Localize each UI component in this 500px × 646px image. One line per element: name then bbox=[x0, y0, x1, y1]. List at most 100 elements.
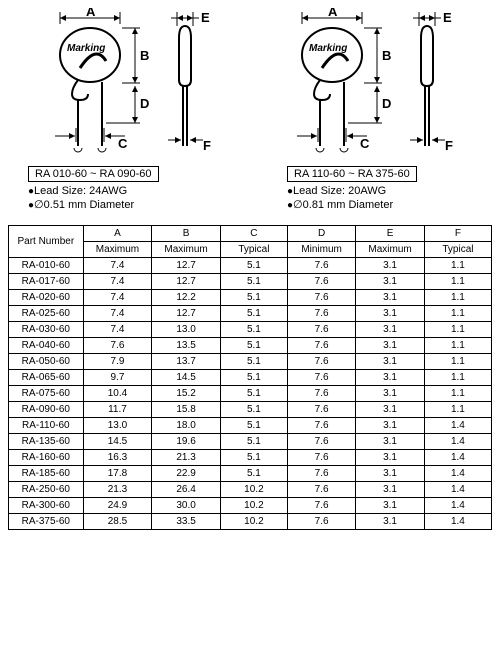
value-cell: 1.1 bbox=[424, 321, 491, 337]
value-cell: 3.1 bbox=[356, 465, 425, 481]
value-cell: 7.6 bbox=[287, 497, 355, 513]
value-cell: 15.8 bbox=[152, 401, 221, 417]
sub-header: Minimum bbox=[287, 241, 355, 257]
value-cell: 3.1 bbox=[356, 417, 425, 433]
value-cell: 7.4 bbox=[83, 305, 152, 321]
part-number-cell: RA-050-60 bbox=[9, 353, 84, 369]
svg-text:B: B bbox=[382, 48, 391, 63]
value-cell: 12.7 bbox=[152, 257, 221, 273]
value-cell: 21.3 bbox=[83, 481, 152, 497]
value-cell: 9.7 bbox=[83, 369, 152, 385]
value-cell: 1.1 bbox=[424, 369, 491, 385]
value-cell: 7.9 bbox=[83, 353, 152, 369]
value-cell: 7.6 bbox=[287, 513, 355, 529]
part-number-header: Part Number bbox=[9, 225, 84, 257]
table-row: RA-040-607.613.55.17.63.11.1 bbox=[9, 337, 492, 353]
disc-diagram-right: A Marking B D bbox=[282, 8, 397, 158]
value-cell: 5.1 bbox=[220, 257, 287, 273]
spec-lead: ●Lead Size: 20AWG bbox=[287, 184, 472, 198]
value-cell: 21.3 bbox=[152, 449, 221, 465]
dim-d-label: D bbox=[140, 96, 149, 111]
value-cell: 26.4 bbox=[152, 481, 221, 497]
col-header: A bbox=[83, 225, 152, 241]
sub-header: Typical bbox=[220, 241, 287, 257]
part-number-cell: RA-040-60 bbox=[9, 337, 84, 353]
value-cell: 7.6 bbox=[287, 449, 355, 465]
table-row: RA-375-6028.533.510.27.63.11.4 bbox=[9, 513, 492, 529]
part-number-cell: RA-135-60 bbox=[9, 433, 84, 449]
svg-text:A: A bbox=[328, 8, 338, 19]
part-number-cell: RA-017-60 bbox=[9, 273, 84, 289]
col-header: E bbox=[356, 225, 425, 241]
value-cell: 3.1 bbox=[356, 449, 425, 465]
dim-f-label: F bbox=[203, 138, 211, 153]
table-row: RA-017-607.412.75.17.63.11.1 bbox=[9, 273, 492, 289]
value-cell: 28.5 bbox=[83, 513, 152, 529]
value-cell: 5.1 bbox=[220, 337, 287, 353]
table-row: RA-025-607.412.75.17.63.11.1 bbox=[9, 305, 492, 321]
table-row: RA-250-6021.326.410.27.63.11.4 bbox=[9, 481, 492, 497]
value-cell: 1.1 bbox=[424, 353, 491, 369]
value-cell: 5.1 bbox=[220, 289, 287, 305]
part-number-cell: RA-010-60 bbox=[9, 257, 84, 273]
value-cell: 10.2 bbox=[220, 513, 287, 529]
sub-header: Typical bbox=[424, 241, 491, 257]
table-row: RA-110-6013.018.05.17.63.11.4 bbox=[9, 417, 492, 433]
value-cell: 5.1 bbox=[220, 417, 287, 433]
value-cell: 15.2 bbox=[152, 385, 221, 401]
value-cell: 5.1 bbox=[220, 433, 287, 449]
table-row: RA-030-607.413.05.17.63.11.1 bbox=[9, 321, 492, 337]
spec-range: RA 110-60 ~ RA 375-60 bbox=[287, 166, 417, 182]
value-cell: 1.1 bbox=[424, 385, 491, 401]
value-cell: 5.1 bbox=[220, 321, 287, 337]
dim-e-label: E bbox=[201, 10, 210, 25]
spec-box-right: RA 110-60 ~ RA 375-60 ●Lead Size: 20AWG … bbox=[287, 166, 472, 213]
value-cell: 7.6 bbox=[287, 465, 355, 481]
value-cell: 3.1 bbox=[356, 481, 425, 497]
value-cell: 13.5 bbox=[152, 337, 221, 353]
table-row: RA-135-6014.519.65.17.63.11.4 bbox=[9, 433, 492, 449]
svg-text:C: C bbox=[360, 136, 370, 151]
value-cell: 22.9 bbox=[152, 465, 221, 481]
value-cell: 5.1 bbox=[220, 401, 287, 417]
value-cell: 13.0 bbox=[83, 417, 152, 433]
value-cell: 3.1 bbox=[356, 257, 425, 273]
value-cell: 7.6 bbox=[287, 337, 355, 353]
value-cell: 7.6 bbox=[287, 257, 355, 273]
diagrams-row: A Marking B D bbox=[8, 8, 492, 158]
table-row: RA-160-6016.321.35.17.63.11.4 bbox=[9, 449, 492, 465]
value-cell: 7.4 bbox=[83, 257, 152, 273]
value-cell: 1.1 bbox=[424, 401, 491, 417]
dimensions-table: Part Number A B C D E F Maximum Maximum … bbox=[8, 225, 492, 530]
part-number-cell: RA-300-60 bbox=[9, 497, 84, 513]
value-cell: 1.4 bbox=[424, 513, 491, 529]
value-cell: 3.1 bbox=[356, 305, 425, 321]
value-cell: 7.6 bbox=[287, 289, 355, 305]
value-cell: 7.6 bbox=[287, 433, 355, 449]
value-cell: 12.2 bbox=[152, 289, 221, 305]
value-cell: 5.1 bbox=[220, 449, 287, 465]
part-number-cell: RA-025-60 bbox=[9, 305, 84, 321]
spec-lead: ●Lead Size: 24AWG bbox=[28, 184, 213, 198]
sub-header: Maximum bbox=[152, 241, 221, 257]
col-header: C bbox=[220, 225, 287, 241]
part-number-cell: RA-020-60 bbox=[9, 289, 84, 305]
part-number-cell: RA-185-60 bbox=[9, 465, 84, 481]
value-cell: 7.4 bbox=[83, 289, 152, 305]
part-number-cell: RA-110-60 bbox=[9, 417, 84, 433]
value-cell: 3.1 bbox=[356, 337, 425, 353]
value-cell: 3.1 bbox=[356, 497, 425, 513]
value-cell: 10.4 bbox=[83, 385, 152, 401]
value-cell: 7.6 bbox=[287, 321, 355, 337]
col-header: D bbox=[287, 225, 355, 241]
value-cell: 5.1 bbox=[220, 305, 287, 321]
table-row: RA-090-6011.715.85.17.63.11.1 bbox=[9, 401, 492, 417]
table-row: RA-050-607.913.75.17.63.11.1 bbox=[9, 353, 492, 369]
value-cell: 5.1 bbox=[220, 273, 287, 289]
value-cell: 30.0 bbox=[152, 497, 221, 513]
value-cell: 13.7 bbox=[152, 353, 221, 369]
value-cell: 5.1 bbox=[220, 465, 287, 481]
table-header-row-1: Part Number A B C D E F bbox=[9, 225, 492, 241]
value-cell: 12.7 bbox=[152, 305, 221, 321]
value-cell: 1.4 bbox=[424, 465, 491, 481]
